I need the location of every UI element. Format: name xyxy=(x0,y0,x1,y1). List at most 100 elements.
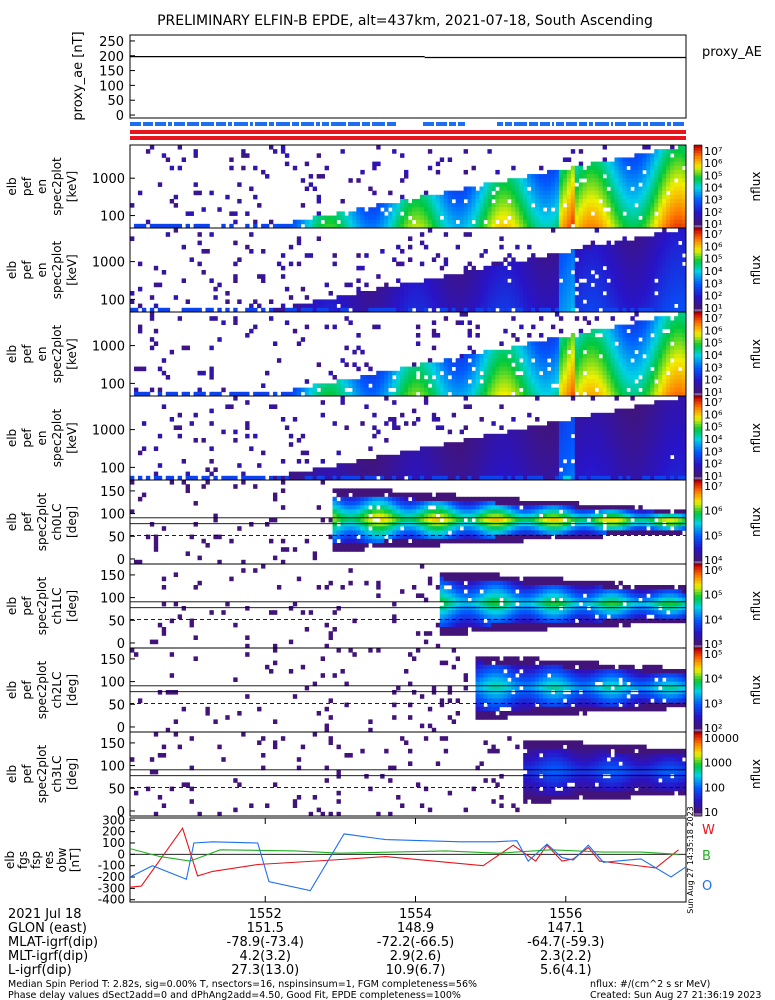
spectrogram-cell xyxy=(213,316,218,321)
spectrogram-cell xyxy=(527,459,532,464)
spectrogram-cell xyxy=(463,475,468,481)
spectrogram-cell xyxy=(578,450,584,456)
spectrogram-cell xyxy=(408,391,413,397)
spectrogram-cell xyxy=(165,157,171,162)
spectrogram-cell xyxy=(646,475,651,481)
spectrogram-cell xyxy=(376,295,381,300)
spectrogram-cell xyxy=(435,278,441,283)
colorbar-step xyxy=(694,306,702,310)
y-tick-label: 100 xyxy=(100,377,125,392)
spectrogram-cell xyxy=(682,370,687,376)
spectrogram-cell xyxy=(201,438,206,443)
spectrogram-cell xyxy=(586,299,592,304)
spectrogram-cell xyxy=(666,366,671,372)
spectrogram-cell xyxy=(554,459,560,464)
spectrogram-cell xyxy=(149,316,155,321)
spectrogram-cell xyxy=(368,299,373,304)
spectrogram-cell xyxy=(558,303,564,309)
spectrogram-cell xyxy=(598,291,603,296)
spectrogram-cell xyxy=(618,421,623,426)
spectrogram-cell xyxy=(356,391,361,397)
spectrogram-cell xyxy=(280,538,286,544)
spectrogram-cell xyxy=(578,391,584,397)
spectrogram-cell xyxy=(622,328,627,334)
spectrogram-cell xyxy=(340,463,345,468)
spectrogram-cell xyxy=(368,303,373,309)
spectrogram-cell xyxy=(646,223,651,229)
spectrogram-cell xyxy=(396,454,401,460)
spectrogram-cell xyxy=(451,282,457,288)
spectrogram-cell xyxy=(650,471,655,477)
spectrogram-cell xyxy=(320,387,325,393)
spectrogram-cell xyxy=(408,291,413,296)
spectrogram-cell xyxy=(650,362,655,367)
spectrogram-cell xyxy=(658,203,663,208)
spectrogram-cell xyxy=(491,375,496,380)
spectrogram-cell xyxy=(539,303,544,309)
spectrogram-cell xyxy=(511,433,516,439)
spectrogram-cell xyxy=(269,404,274,409)
flag-segment xyxy=(348,122,360,126)
spectrogram-cell xyxy=(253,484,258,489)
spectrogram-cell xyxy=(590,244,596,250)
spectrogram-cell xyxy=(598,286,603,292)
spectrogram-cell xyxy=(662,165,667,171)
spectrogram-cell xyxy=(582,186,588,192)
spectrogram-cell xyxy=(153,547,159,552)
spectrogram-cell xyxy=(626,459,631,464)
spectrogram-cell xyxy=(666,442,671,447)
spectrogram-cell xyxy=(503,198,508,204)
spectrogram-cell xyxy=(531,324,536,330)
spectrogram-cell xyxy=(570,169,576,175)
spectrogram-cell xyxy=(670,186,675,192)
spectrogram-cell xyxy=(384,383,389,388)
spectrogram-cell xyxy=(578,270,584,275)
spectrogram-cell xyxy=(678,333,683,338)
spectrogram-cell xyxy=(574,249,580,254)
spectrogram-cell xyxy=(511,366,516,372)
colorbar-step xyxy=(694,272,702,277)
spectrogram-cell xyxy=(586,186,592,192)
spectrogram-cell xyxy=(483,463,488,468)
spectrogram-cell xyxy=(598,270,603,275)
spectrogram-cell xyxy=(312,383,318,388)
spectrogram-cell xyxy=(626,463,631,468)
spectrogram-cell xyxy=(463,307,468,313)
spectrogram-cell xyxy=(467,291,472,296)
spectrogram-cell xyxy=(590,265,596,271)
spectrogram-cell xyxy=(658,333,663,338)
spectrogram-cell xyxy=(682,174,687,179)
spectrogram-cell xyxy=(265,174,270,179)
spectrogram-cell xyxy=(515,215,520,221)
spectrogram-cell xyxy=(638,203,643,208)
spectrogram-cell xyxy=(404,459,409,464)
spectrogram-cell xyxy=(475,307,480,313)
y-axis-label-line: spec2plot xyxy=(50,157,64,216)
spectrogram-cell xyxy=(614,412,619,418)
spectrogram-cell xyxy=(598,341,603,346)
spectrogram-cell xyxy=(562,207,568,212)
spectrogram-cell xyxy=(646,383,651,388)
spectrogram-cell xyxy=(618,366,623,372)
spectrogram-cell xyxy=(674,463,679,468)
spectrogram-cell xyxy=(459,370,464,376)
spectrogram-cell xyxy=(495,223,500,229)
spectrogram-cell xyxy=(384,459,389,464)
spectrogram-cell xyxy=(626,240,631,246)
spectrogram-cell xyxy=(682,186,687,192)
colorbar-step xyxy=(694,298,702,302)
spectrogram-cell xyxy=(368,387,373,393)
spectrogram-cell xyxy=(531,270,536,275)
spectrogram-cell xyxy=(300,337,306,342)
spectrogram-cell xyxy=(630,165,635,171)
spectrogram-cell xyxy=(558,391,564,397)
spectrogram-cell xyxy=(344,282,349,288)
spectrogram-cell xyxy=(650,425,655,430)
spectrogram-cell xyxy=(634,270,639,275)
spectrogram-cell xyxy=(666,194,671,200)
spectrogram-cell xyxy=(678,400,683,405)
spectrogram-cell xyxy=(499,467,504,472)
spectrogram-cell xyxy=(519,303,524,309)
spectrogram-cell xyxy=(535,286,540,292)
spectrogram-cell xyxy=(562,454,568,460)
